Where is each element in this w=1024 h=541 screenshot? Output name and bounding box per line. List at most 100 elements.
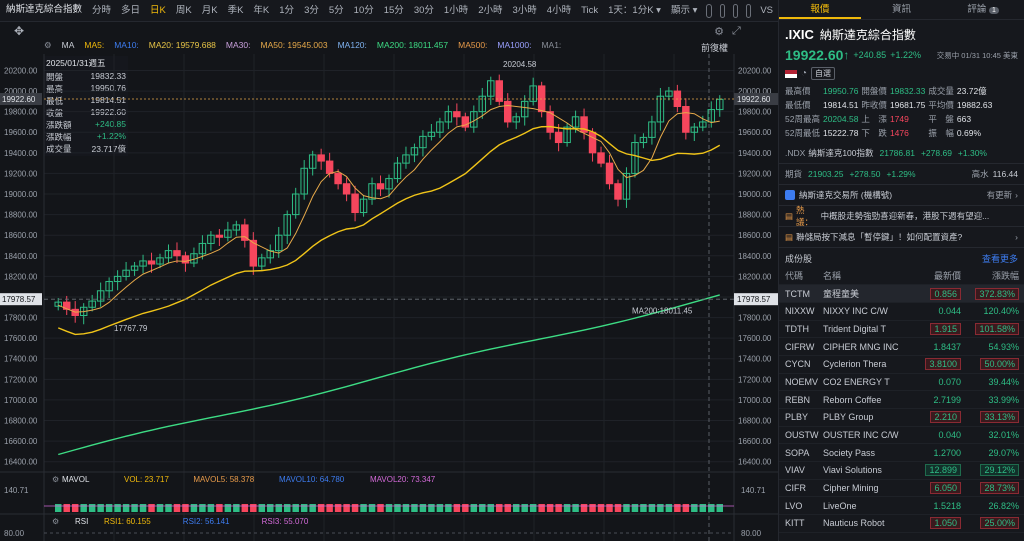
move-icon[interactable]: ✥	[14, 24, 25, 38]
candle-body	[105, 281, 113, 292]
price-adjust[interactable]: 前復權	[701, 43, 729, 53]
pane-settings-icon[interactable]: ⚙	[52, 517, 59, 526]
stat-label: 平 盤	[928, 114, 954, 124]
vs-button[interactable]: VS	[760, 4, 773, 16]
watchlist-button[interactable]: 自選	[811, 67, 836, 80]
cell-price: 0.856	[899, 284, 961, 303]
timeframe-4[interactable]: 月K	[201, 4, 218, 16]
screenshot-icon[interactable]	[732, 3, 739, 18]
futures-row[interactable]: 期貨 21903.25 +278.50 +1.29% 高水 116.44	[779, 164, 1024, 185]
timeframe-17[interactable]: Tick	[581, 4, 599, 16]
table-row[interactable]: CIFR Cipher Mining 6.050 28.73%	[779, 479, 1024, 498]
volume-bar	[555, 504, 562, 512]
column-header[interactable]: 最新價	[899, 267, 961, 286]
cell-price: 1.915	[899, 320, 961, 339]
expand-icon[interactable]: ⤢	[731, 24, 741, 37]
volume-bar	[148, 504, 155, 512]
tooltip-value: 19814.51	[90, 95, 126, 105]
timeframe-2[interactable]: 日K	[150, 4, 166, 16]
ma-settings-icon[interactable]: ⚙	[44, 40, 52, 50]
table-row[interactable]: OUSTW OUSTER INC C/W 0.040 32.01%	[779, 426, 1024, 445]
draw-icon[interactable]	[746, 3, 752, 18]
tab-quote[interactable]: 報價	[779, 0, 861, 19]
volume-bar	[529, 504, 537, 512]
ndx-price: 21786.81	[879, 148, 915, 158]
tab-comments[interactable]: 評論 1	[942, 0, 1024, 19]
candle-body	[325, 160, 334, 174]
table-row[interactable]: CYCN Cyclerion Thera 3.8100 50.00%	[779, 355, 1024, 374]
timeframe-16[interactable]: 4小時	[546, 4, 572, 16]
table-row[interactable]: SOPA Society Pass 1.2700 29.07%	[779, 443, 1024, 463]
timeframe-10[interactable]: 10分	[353, 4, 374, 16]
news-label: 熱議：	[796, 205, 814, 227]
table-row[interactable]: TCTM 童程童美 0.856 372.83%	[779, 284, 1024, 303]
timeframe-6[interactable]: 年K	[253, 4, 270, 16]
news-item-1[interactable]: ▤ 熱議： 中概股走勢強勁喜迎新春，港股下週有望迎...	[779, 205, 1024, 227]
ndx-row[interactable]: .NDX 納斯達克100指數 21786.81 +278.69 +1.30%	[779, 143, 1024, 164]
column-header[interactable]: 代碼	[779, 267, 823, 286]
table-row[interactable]: LVO LiveOne 1.5218 26.82%	[779, 496, 1024, 516]
period-select[interactable]: 1天：1分K ▾	[608, 4, 661, 16]
change-highlight: 25.00%	[980, 517, 1019, 530]
timeframe-11[interactable]: 15分	[383, 4, 404, 16]
bell-icon[interactable]: ◔	[801, 68, 808, 79]
exchange-update-link[interactable]: 有更新	[986, 190, 1013, 200]
indicator-icon[interactable]	[719, 3, 725, 18]
timeframe-5[interactable]: 季K	[227, 4, 244, 16]
layout-icon[interactable]: ⚙	[714, 25, 724, 38]
volume-bar	[708, 504, 715, 512]
timeframe-13[interactable]: 1小時	[443, 4, 469, 16]
timeframe-7[interactable]: 1分	[279, 4, 295, 16]
timeframe-8[interactable]: 3分	[304, 4, 319, 16]
candlestick-chart[interactable]: 20200.00 20200.00 20000.00 20000.00 19800.00…	[0, 54, 778, 541]
change-highlight: 372.83%	[975, 287, 1019, 300]
settings-icon[interactable]	[706, 3, 712, 18]
timeframe-12[interactable]: 30分	[413, 4, 434, 16]
volume-bar	[428, 504, 435, 512]
volume-bar	[309, 504, 316, 512]
table-row[interactable]: REBN Reborn Coffee 2.7199 33.99%	[779, 390, 1024, 409]
table-row[interactable]: KITT Nauticus Robot 1.050 25.00%	[779, 514, 1024, 533]
volume-bar	[512, 504, 520, 512]
stat-value: 19814.51	[822, 100, 859, 110]
price-tick: 18400.00	[738, 252, 772, 261]
timeframe-9[interactable]: 5分	[328, 4, 344, 16]
price-highlight: 12.899	[925, 464, 961, 477]
volume-bar	[190, 504, 198, 512]
tab-info[interactable]: 資訊	[892, 4, 912, 15]
table-row[interactable]: TDTH Trident Digital T 1.915 101.58%	[779, 320, 1024, 339]
index-name-tab[interactable]: 納斯達克綜合指數	[0, 0, 88, 21]
price-tick: 20200.00	[738, 66, 772, 75]
ma200-line	[58, 294, 720, 456]
display-select[interactable]: 顯示 ▾	[670, 4, 698, 16]
stat-label: 最高價	[785, 86, 811, 96]
table-row[interactable]: NIXXW NIXXY INC C/W 0.044 120.40%	[779, 302, 1024, 321]
table-row[interactable]: NOEMV CO2 ENERGY T 0.070 39.44%	[779, 373, 1024, 392]
timeframe-0[interactable]: 分時	[92, 4, 112, 16]
timeframe-15[interactable]: 3小時	[512, 4, 537, 16]
candle-body	[648, 121, 656, 138]
column-header[interactable]: 名稱	[823, 267, 899, 286]
mavol-item: MAVOL10: 64.780	[279, 475, 345, 484]
pane-settings-icon[interactable]: ⚙	[52, 475, 59, 484]
cell-code: CYCN	[779, 355, 823, 374]
see-more-link[interactable]: 查看更多	[981, 254, 1018, 264]
timeframe-14[interactable]: 2小時	[478, 4, 503, 16]
news-item-2[interactable]: ▤ 聯儲局按下減息「暫停鍵」！如何配置資產? ›	[779, 227, 1024, 248]
candle-body	[122, 269, 130, 277]
stat-value: 1476	[889, 128, 909, 138]
tooltip-label: 開盤	[46, 72, 64, 82]
table-row[interactable]: VIAV Viavi Solutions 12.899 29.12%	[779, 461, 1024, 480]
timeframe-3[interactable]: 周K	[175, 4, 192, 16]
table-row[interactable]: CIFRW CIPHER MNG INC 1.8437 54.93%	[779, 337, 1024, 356]
volume-bar	[283, 504, 291, 512]
timeframe-1[interactable]: 多日	[121, 4, 141, 16]
price-tick: 16600.00	[738, 437, 772, 446]
candle-body	[258, 257, 266, 267]
exchange-row[interactable]: 納斯達克交易所 (機構號) 有更新 ›	[779, 185, 1024, 206]
column-header[interactable]: 漲跌幅	[961, 267, 1024, 286]
table-row[interactable]: PLBY PLBY Group 2.210 33.13%	[779, 408, 1024, 427]
volume-bar	[317, 504, 325, 512]
tooltip-label: 成交量	[46, 144, 72, 154]
ndx-symbol: .NDX	[785, 148, 806, 158]
